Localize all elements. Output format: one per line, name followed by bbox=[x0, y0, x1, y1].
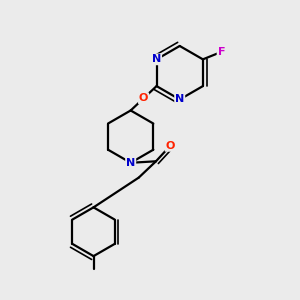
Text: O: O bbox=[139, 93, 148, 103]
Text: N: N bbox=[175, 94, 184, 104]
Text: N: N bbox=[152, 54, 161, 64]
Text: O: O bbox=[166, 141, 175, 151]
Text: N: N bbox=[126, 158, 135, 168]
Text: F: F bbox=[218, 47, 225, 57]
